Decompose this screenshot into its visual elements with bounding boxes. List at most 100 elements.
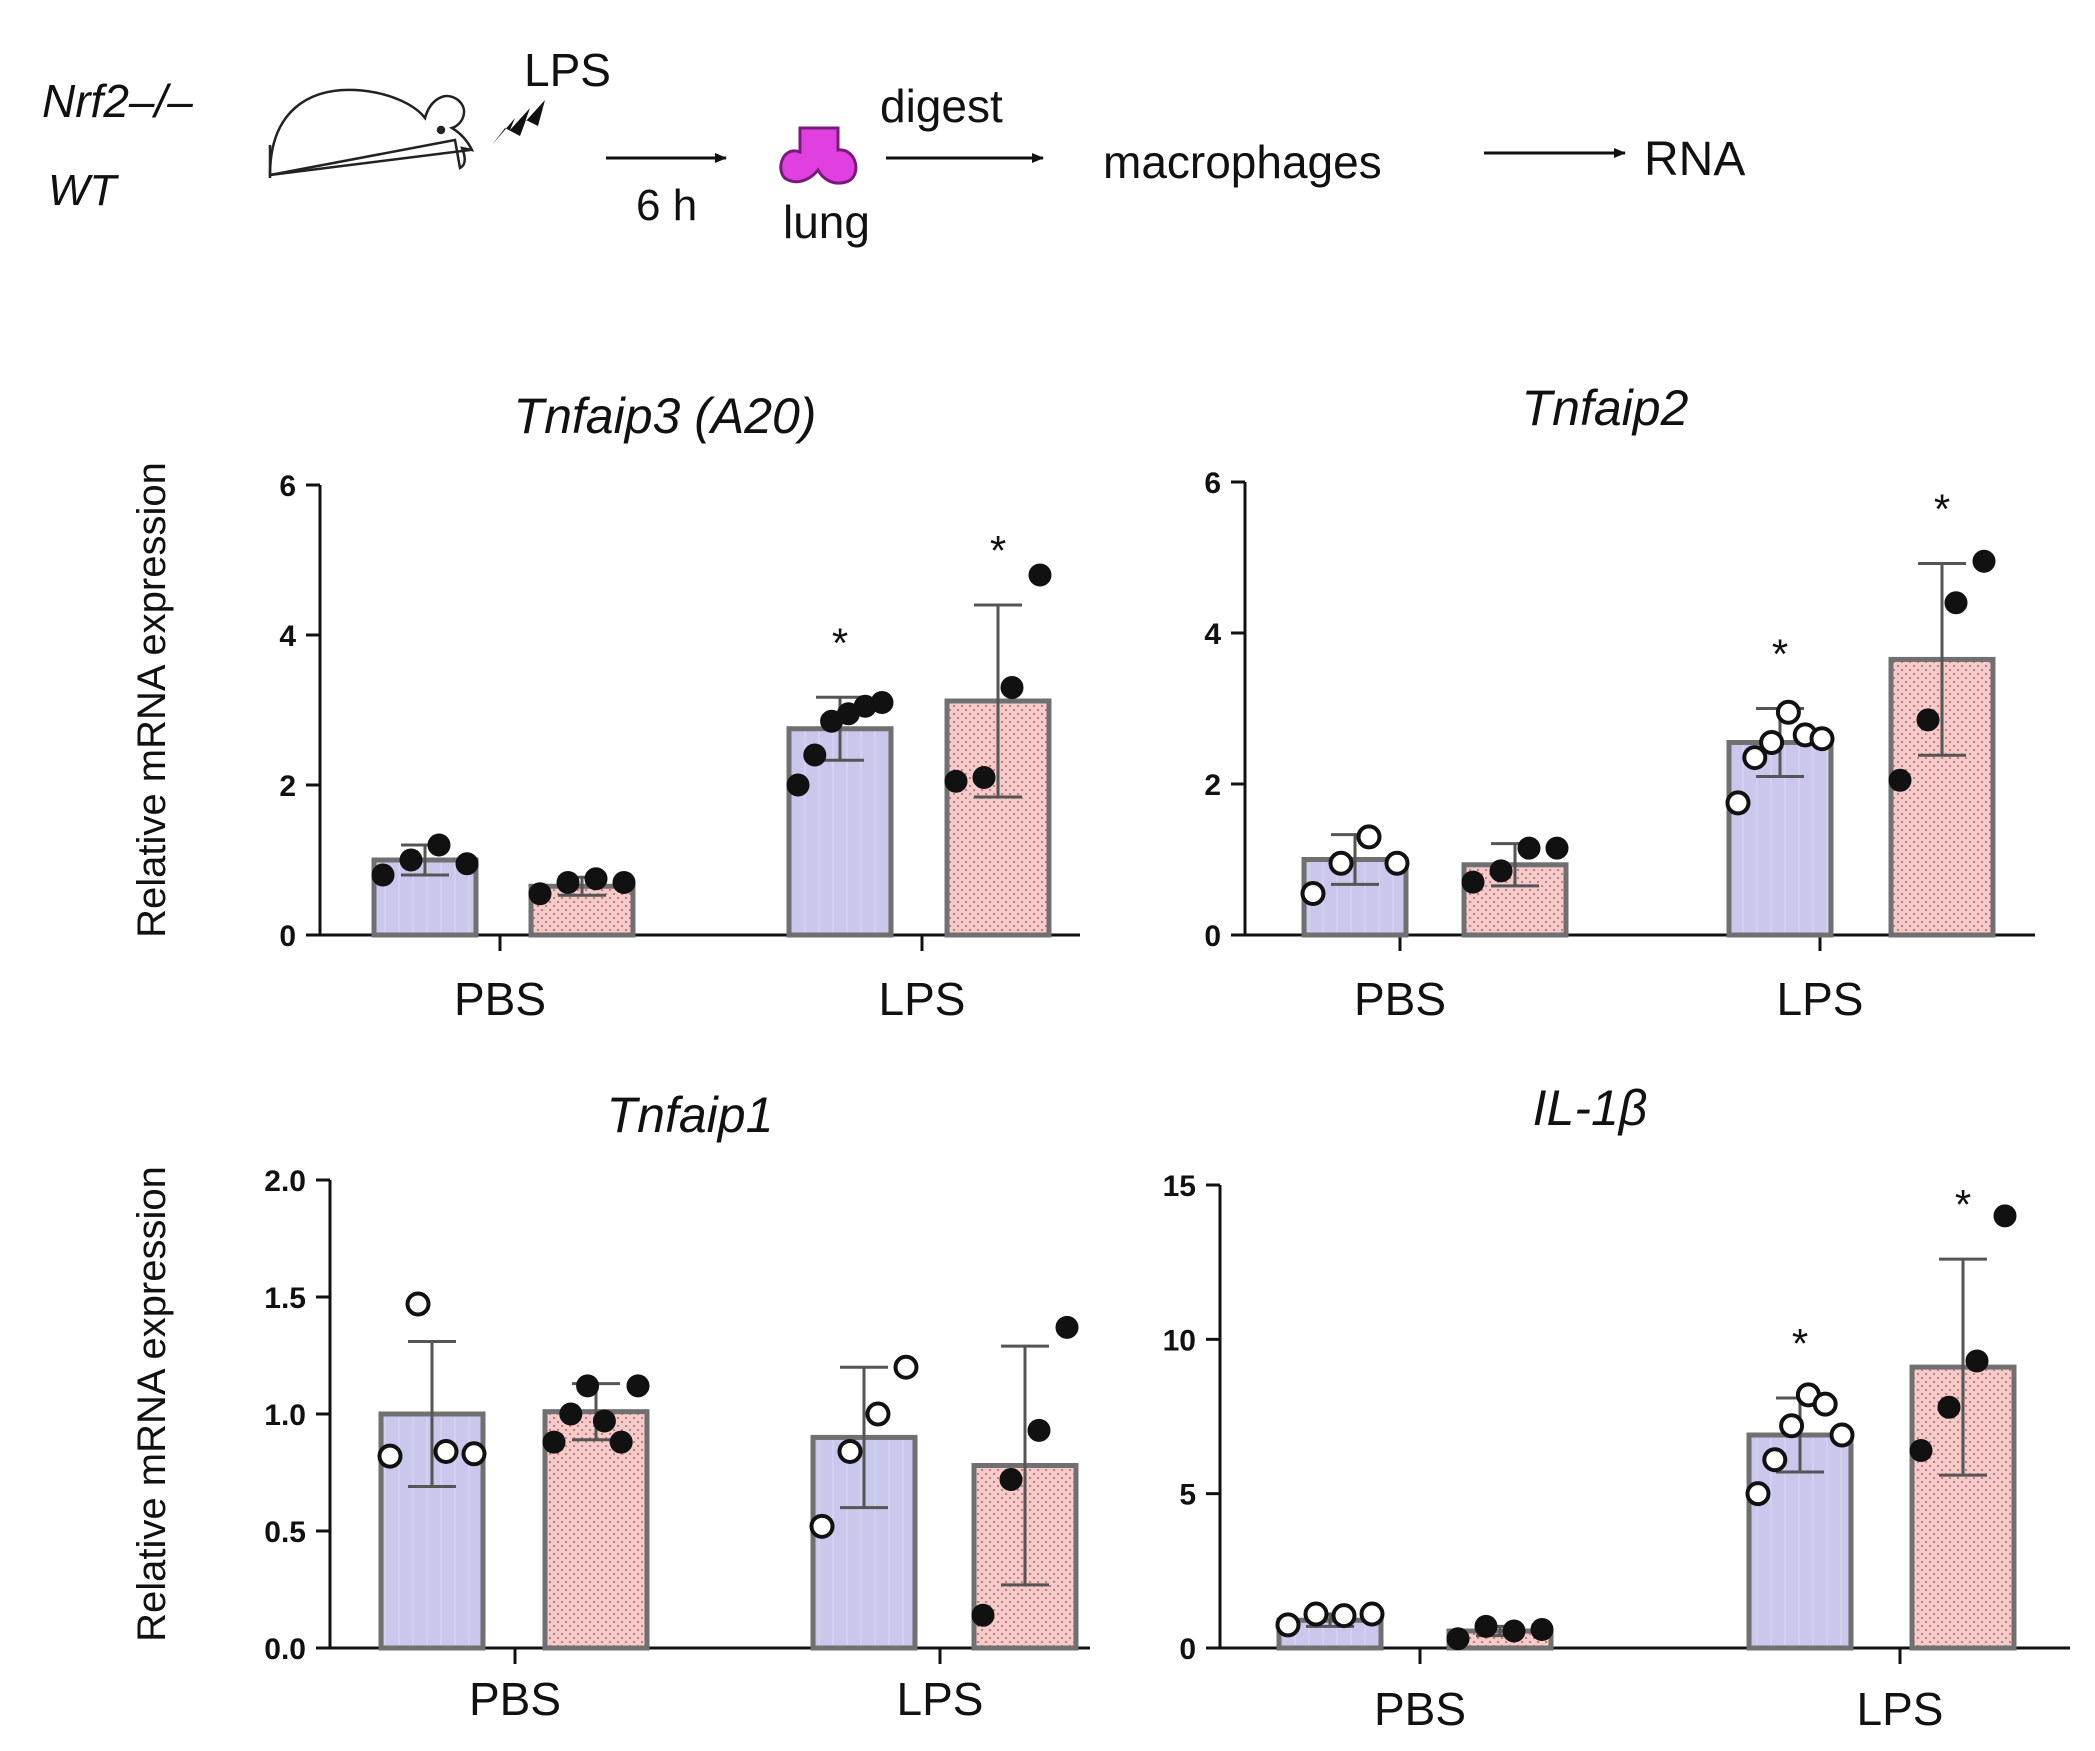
data-point xyxy=(1055,1315,1079,1339)
data-point xyxy=(1545,836,1569,860)
data-point xyxy=(1275,1612,1301,1638)
bar-wt xyxy=(810,1434,918,1651)
data-point xyxy=(371,863,395,887)
y-tick-label: 6 xyxy=(279,470,296,503)
data-point xyxy=(1944,591,1968,615)
data-point xyxy=(609,1430,633,1454)
data-point xyxy=(1530,1617,1554,1641)
y-tick-label: 2 xyxy=(279,770,296,803)
data-point xyxy=(1489,859,1513,883)
data-point xyxy=(377,1443,403,1469)
chart-panel-tnfaip1: Tnfaip1 Relative mRNA expression 0.0 0.5 1.0… xyxy=(130,1087,1090,1725)
y-tick-label: 0 xyxy=(279,920,296,953)
x-tick-label: LPS xyxy=(879,973,966,1025)
y-tick-label: 4 xyxy=(279,620,296,653)
data-point xyxy=(1972,549,1996,573)
data-point xyxy=(1829,1422,1855,1448)
y-tick-label: 1.5 xyxy=(264,1282,306,1315)
significance-marker: * xyxy=(1934,486,1950,533)
data-point xyxy=(1356,824,1382,850)
data-point xyxy=(1303,1601,1329,1627)
data-point xyxy=(865,1401,891,1427)
y-tick-label: 4 xyxy=(1204,618,1221,651)
y-tick-label: 0 xyxy=(1204,920,1221,953)
data-point xyxy=(1909,1438,1933,1462)
x-tick-label: LPS xyxy=(897,1673,984,1725)
data-point xyxy=(427,833,451,857)
data-point xyxy=(1331,1603,1357,1629)
y-tick-label: 5 xyxy=(1179,1479,1196,1512)
data-point xyxy=(556,871,580,894)
data-point xyxy=(803,743,827,767)
significance-marker: * xyxy=(832,619,848,666)
data-point xyxy=(559,1402,583,1426)
time-label: 6 h xyxy=(636,181,697,230)
chart-title: Tnfaip1 xyxy=(607,1087,774,1143)
chart-title: Tnfaip2 xyxy=(1522,380,1689,436)
data-point xyxy=(592,1409,616,1433)
data-point xyxy=(584,867,608,891)
data-point xyxy=(1775,699,1801,725)
data-point xyxy=(1517,836,1541,860)
data-point xyxy=(399,848,423,872)
data-point xyxy=(999,1468,1023,1492)
x-tick-label: PBS xyxy=(1354,973,1446,1025)
data-point xyxy=(1502,1619,1526,1643)
data-point xyxy=(576,1374,600,1398)
y-tick-label: 2.0 xyxy=(264,1165,306,1198)
data-point xyxy=(1725,790,1751,816)
genotype-wildtype-label: WT xyxy=(48,166,120,215)
data-point xyxy=(528,882,552,906)
data-point xyxy=(809,1513,835,1539)
data-point xyxy=(1461,870,1485,894)
y-tick-label: 2 xyxy=(1204,769,1221,802)
data-point xyxy=(542,1430,566,1454)
y-tick-label: 0.5 xyxy=(264,1516,306,1549)
x-tick-label: LPS xyxy=(1857,1683,1944,1735)
data-point xyxy=(1474,1614,1498,1638)
y-tick-label: 0.0 xyxy=(264,1633,306,1666)
data-point xyxy=(1328,850,1354,876)
lung-icon xyxy=(779,126,858,185)
data-point xyxy=(1446,1627,1470,1651)
significance-marker: * xyxy=(1772,631,1788,678)
digest-label: digest xyxy=(880,80,1003,132)
experiment-schematic: Nrf2–/– WT LPS 6 h lung digest macrophag… xyxy=(42,44,1745,248)
data-point xyxy=(1916,708,1940,732)
significance-marker: * xyxy=(1792,1320,1808,1367)
data-point xyxy=(455,852,479,876)
data-point xyxy=(1028,563,1052,587)
data-point xyxy=(1937,1395,1961,1419)
data-point xyxy=(893,1354,919,1380)
data-point xyxy=(433,1438,459,1464)
data-point xyxy=(1742,745,1768,771)
chart-panel-tnfaip3: Tnfaip3 (A20) Relative mRNA expression 0 2 4… xyxy=(130,388,1080,1025)
data-point xyxy=(1812,1391,1838,1417)
data-point xyxy=(1384,850,1410,876)
data-point xyxy=(944,769,968,793)
x-tick-label: PBS xyxy=(469,1673,561,1725)
x-tick-label: PBS xyxy=(454,973,546,1025)
y-tick-label: 6 xyxy=(1204,467,1221,500)
significance-marker: * xyxy=(1955,1181,1971,1228)
data-point xyxy=(1888,768,1912,792)
chart-panel-il1b: IL-1β 0 5 10 15 PBS LPS * * xyxy=(1163,1080,2070,1735)
data-point xyxy=(1759,729,1785,755)
organ-label: lung xyxy=(783,196,870,248)
y-axis-label: Relative mRNA expression xyxy=(130,1166,174,1642)
chart-title: IL-1β xyxy=(1533,1080,1648,1136)
data-point xyxy=(1745,1481,1771,1507)
data-point xyxy=(405,1291,431,1317)
y-tick-label: 15 xyxy=(1163,1170,1196,1203)
x-tick-label: PBS xyxy=(1374,1683,1466,1735)
data-point xyxy=(1965,1349,1989,1373)
data-point xyxy=(626,1374,650,1398)
data-point xyxy=(1762,1447,1788,1473)
mouse-icon xyxy=(268,88,475,178)
y-tick-label: 10 xyxy=(1163,1324,1196,1357)
cells-label: macrophages xyxy=(1103,136,1382,188)
data-point xyxy=(971,1603,995,1627)
data-point xyxy=(870,691,894,714)
y-axis-label: Relative mRNA expression xyxy=(130,462,174,938)
